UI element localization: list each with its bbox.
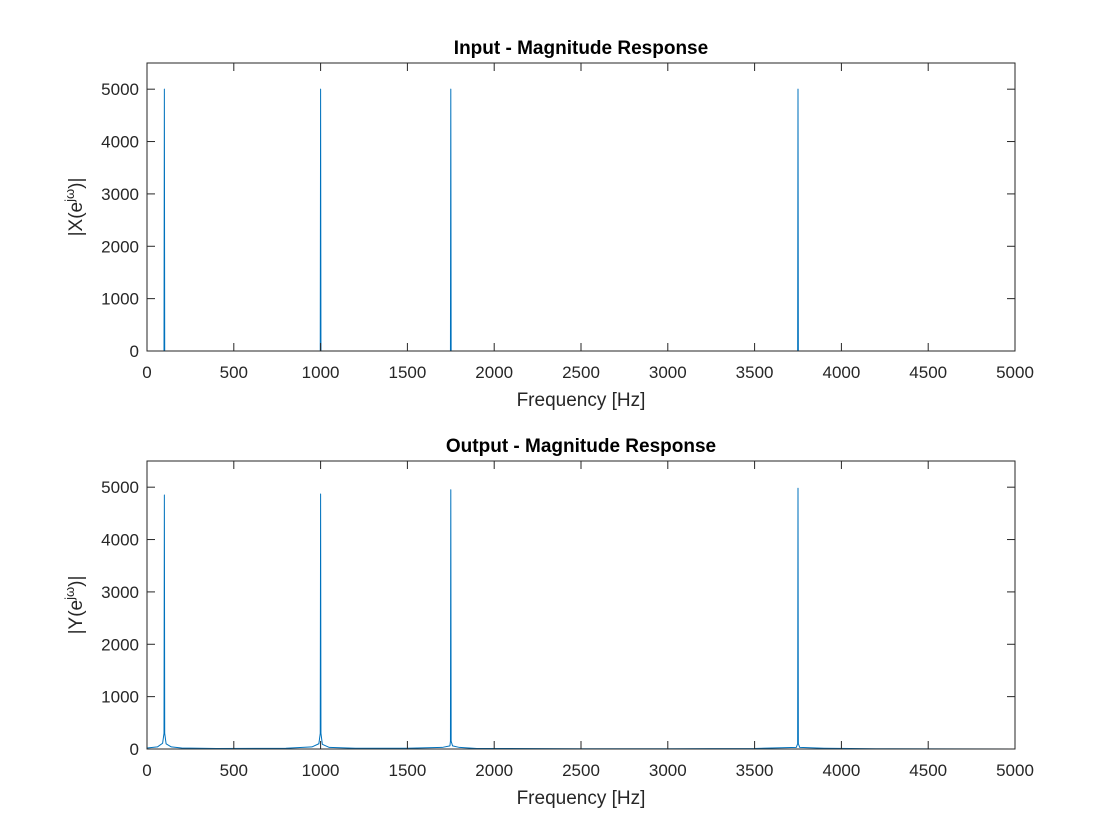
x-tick-label: 3500 <box>736 363 774 382</box>
x-tick-label: 500 <box>220 363 248 382</box>
y-axis-label: |Y(ejω)| <box>62 576 87 635</box>
x-tick-label: 0 <box>142 363 151 382</box>
x-tick-label: 4000 <box>822 363 860 382</box>
y-axis-label-end: )| <box>66 178 87 189</box>
x-tick-label: 4000 <box>822 761 860 780</box>
y-axis-label-base: |X(e <box>66 202 87 237</box>
plot-area <box>147 63 1015 351</box>
y-axis-label-base: |Y(e <box>66 600 87 635</box>
x-tick-label: 0 <box>142 761 151 780</box>
y-tick-label: 3000 <box>101 583 139 602</box>
y-tick-label: 2000 <box>101 635 139 654</box>
x-tick-label: 2500 <box>562 363 600 382</box>
y-tick-label: 0 <box>130 342 139 361</box>
y-tick-label: 4000 <box>101 133 139 152</box>
x-axis-label: Frequency [Hz] <box>517 390 646 411</box>
x-axis-label: Frequency [Hz] <box>517 788 646 809</box>
x-tick-label: 1500 <box>388 761 426 780</box>
x-tick-label: 5000 <box>996 761 1034 780</box>
y-tick-label: 3000 <box>101 185 139 204</box>
x-tick-label: 1000 <box>302 363 340 382</box>
plot-area <box>147 461 1015 749</box>
y-axis-label-end: )| <box>66 576 87 587</box>
x-tick-label: 2000 <box>475 761 513 780</box>
y-tick-label: 1000 <box>101 688 139 707</box>
x-tick-label: 3000 <box>649 761 687 780</box>
x-tick-label: 4500 <box>909 363 947 382</box>
y-axis-label: |X(ejω)| <box>62 178 87 237</box>
y-tick-label: 5000 <box>101 478 139 497</box>
x-tick-label: 2000 <box>475 363 513 382</box>
x-tick-label: 500 <box>220 761 248 780</box>
y-axis-label-superscript: jω <box>62 587 77 601</box>
chart-title: Output - Magnitude Response <box>446 436 716 457</box>
x-tick-label: 4500 <box>909 761 947 780</box>
y-tick-label: 0 <box>130 740 139 759</box>
x-tick-label: 3000 <box>649 363 687 382</box>
x-tick-label: 1000 <box>302 761 340 780</box>
chart-title: Input - Magnitude Response <box>454 38 708 59</box>
x-tick-label: 5000 <box>996 363 1034 382</box>
x-tick-label: 3500 <box>736 761 774 780</box>
x-tick-label: 1500 <box>388 363 426 382</box>
y-tick-label: 2000 <box>101 237 139 256</box>
input-magnitude-subplot: 0 500 1000 1500 2000 2500 3000 3500 4000 4500 5000… <box>62 38 1034 411</box>
output-magnitude-subplot: 0 500 1000 1500 2000 2500 3000 3500 4000 4500 5000… <box>62 436 1034 809</box>
x-tick-label: 2500 <box>562 761 600 780</box>
y-axis-label-superscript: jω <box>62 189 77 203</box>
y-tick-label: 1000 <box>101 290 139 309</box>
y-tick-label: 5000 <box>101 80 139 99</box>
y-tick-label: 4000 <box>101 531 139 550</box>
